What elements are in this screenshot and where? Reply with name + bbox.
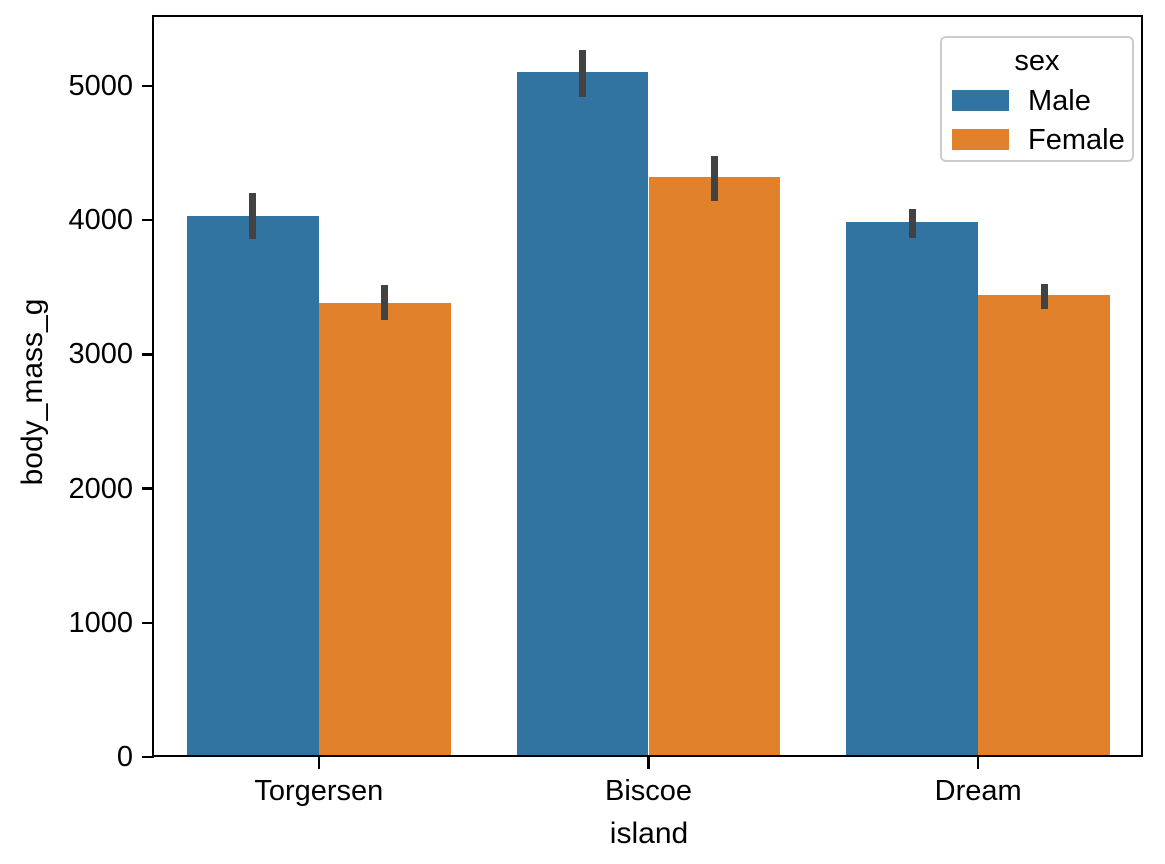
bar-biscoe-female [648, 177, 781, 757]
x-tick-biscoe [647, 757, 650, 769]
errorbar-biscoe-male [579, 50, 587, 98]
legend-swatch-male [952, 90, 1009, 111]
y-tick-label-1000: 1000 [68, 606, 133, 639]
x-tick-dream [976, 757, 980, 769]
errorbar-dream-male [908, 209, 916, 239]
y-tick-label-0: 0 [116, 741, 133, 773]
bar-biscoe-male [516, 71, 649, 757]
y-tick-label-2000: 2000 [68, 472, 133, 505]
y-tick-1000 [142, 621, 154, 625]
x-tick-label-torgersen: Torgersen [254, 775, 384, 807]
y-tick-label-5000: 5000 [68, 70, 133, 102]
errorbar-dream-female [1040, 283, 1048, 310]
y-tick-2000 [142, 487, 154, 490]
legend: sex Male Female [940, 36, 1134, 162]
errorbar-biscoe-female [710, 156, 718, 202]
bar-torgersen-male [187, 215, 319, 757]
y-tick-4000 [142, 218, 154, 222]
legend-title: sex [1014, 45, 1060, 77]
legend-swatch-female [952, 129, 1009, 150]
y-tick-5000 [142, 84, 154, 88]
x-tick-torgersen [317, 757, 321, 769]
errorbar-torgersen-female [381, 285, 389, 320]
legend-label-female: Female [1028, 124, 1125, 156]
y-tick-label-3000: 3000 [68, 338, 133, 371]
x-axis-label: island [609, 817, 689, 850]
legend-label-male: Male [1028, 85, 1091, 117]
y-tick-0 [142, 755, 154, 759]
y-axis-label: body_mass_g [16, 298, 49, 486]
bar-torgersen-female [318, 302, 451, 757]
y-tick-label-4000: 4000 [68, 204, 133, 237]
x-tick-label-biscoe: Biscoe [604, 775, 693, 807]
bar-dream-male [846, 221, 979, 757]
bar-dream-female [978, 294, 1110, 757]
x-tick-label-dream: Dream [934, 775, 1022, 807]
errorbar-torgersen-male [249, 193, 257, 239]
y-tick-3000 [142, 353, 154, 356]
